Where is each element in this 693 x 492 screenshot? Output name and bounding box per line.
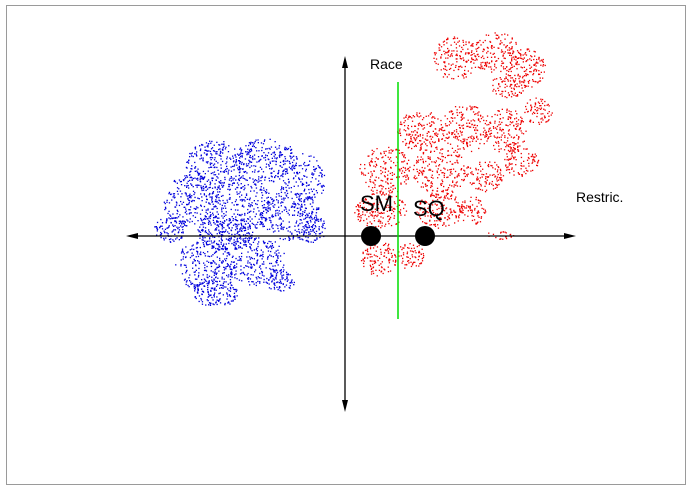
vertical-axis-label: Race [370,56,403,72]
arrow-right-icon [564,233,576,239]
point-sm: SM [360,191,393,246]
blue-cluster [154,138,326,306]
arrow-down-icon [342,400,348,412]
horizontal-axis-label: Restric. [576,189,623,205]
arrow-left-icon [126,233,138,239]
horizontal-axis [126,233,576,239]
red-cluster [354,32,553,277]
point-sm-label: SM [360,191,393,216]
arrow-up-icon [342,56,348,68]
vertical-axis [342,56,348,412]
point-sq-label: SQ [413,196,445,221]
point-sq: SQ [413,196,445,246]
point-sm-dot [361,226,381,246]
point-sq-dot [415,226,435,246]
